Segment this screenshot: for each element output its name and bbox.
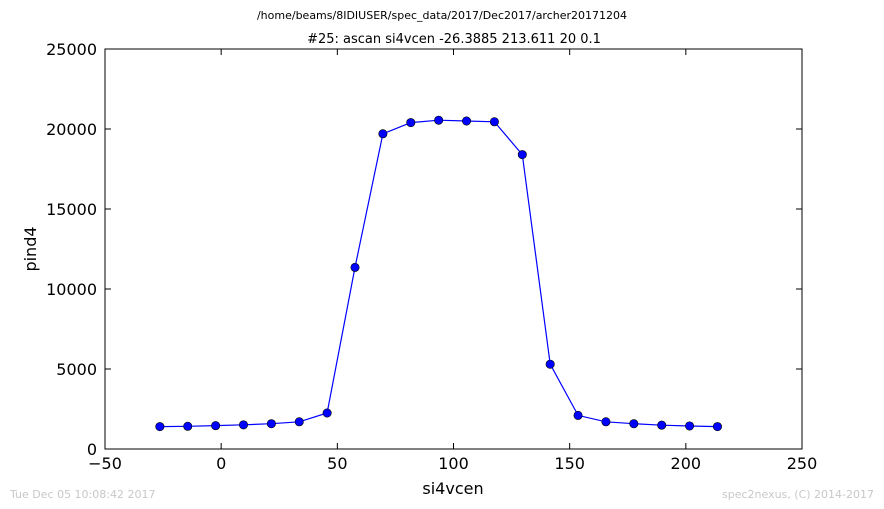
suptitle: /home/beams/8IDIUSER/spec_data/2017/Dec2… [257, 9, 627, 22]
data-point [294, 417, 304, 427]
data-point [266, 419, 276, 429]
data-point [712, 422, 722, 432]
y-axis: 0 5000 10000 15000 20000 25000 [46, 40, 802, 459]
plot-area [104, 48, 803, 450]
data-point [517, 150, 527, 160]
x-tick-label: 200 [671, 454, 702, 473]
y-tick-label: 20000 [46, 120, 97, 139]
y-tick-label: 10000 [46, 280, 97, 299]
footer-timestamp: Tue Dec 05 10:08:42 2017 [9, 488, 155, 501]
data-point [545, 359, 555, 369]
data-point [211, 421, 221, 431]
x-axis-label: si4vcen [422, 479, 483, 498]
x-tick-label: 0 [216, 454, 226, 473]
footer-credit: spec2nexus, (C) 2014-2017 [722, 488, 874, 501]
y-tick-label: 15000 [46, 200, 97, 219]
data-point [378, 129, 388, 139]
data-point [685, 421, 695, 431]
data-point [155, 422, 165, 432]
x-tick-label: 50 [327, 454, 347, 473]
data-point [573, 410, 583, 420]
y-axis-label: pind4 [21, 226, 40, 271]
y-tick-label: 5000 [56, 360, 97, 379]
y-tick-label: 0 [87, 440, 97, 459]
x-tick-label: 100 [438, 454, 469, 473]
data-point [489, 117, 499, 127]
data-point [350, 262, 360, 272]
x-tick-label: −50 [88, 454, 122, 473]
data-point [238, 420, 248, 430]
data-point [462, 116, 472, 126]
data-point [406, 118, 416, 128]
x-tick-label: 150 [554, 454, 585, 473]
data-point [183, 421, 193, 431]
data-point [322, 408, 332, 418]
x-tick-label: 250 [787, 454, 818, 473]
data-point [601, 417, 611, 427]
data-point [657, 420, 667, 430]
x-axis: −50 0 50 100 150 200 250 [88, 49, 817, 473]
chart-title: #25: ascan si4vcen -26.3885 213.611 20 0… [307, 32, 601, 47]
y-tick-label: 25000 [46, 40, 97, 59]
data-point [434, 115, 444, 125]
data-point [629, 419, 639, 429]
series-points [155, 115, 722, 432]
